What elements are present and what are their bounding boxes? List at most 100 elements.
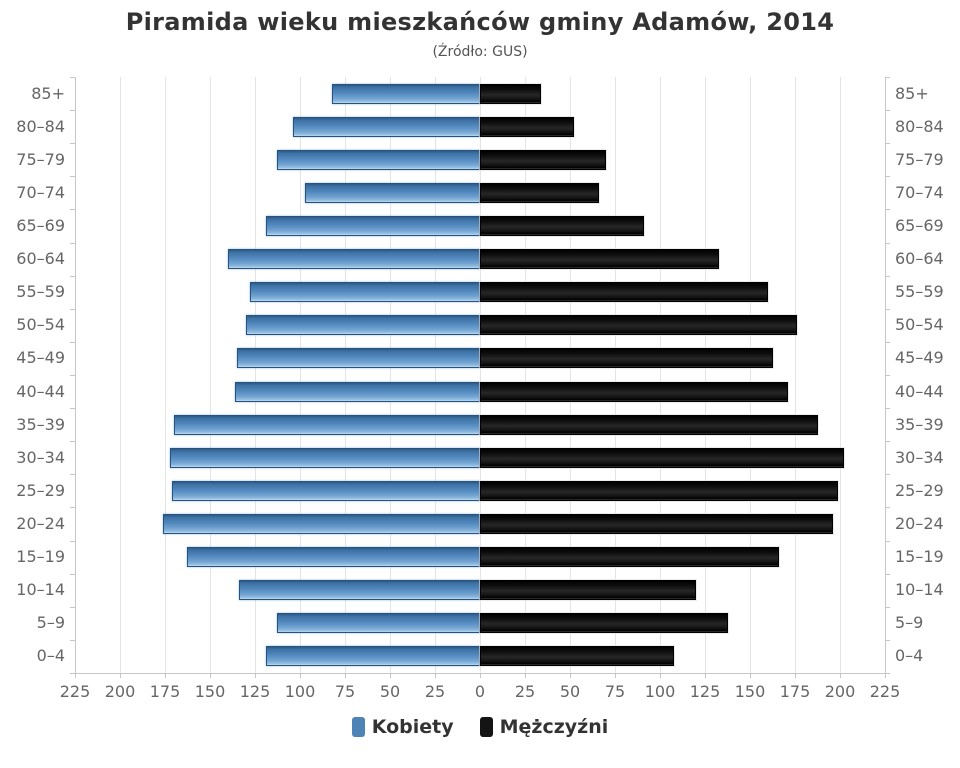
right-axis-tick (885, 110, 890, 112)
left-axis-tick (70, 176, 75, 178)
male-bar[interactable] (480, 613, 729, 634)
female-bar[interactable] (292, 116, 480, 137)
male-bar[interactable] (480, 480, 839, 501)
age-label-left: 55–59 (16, 282, 65, 302)
left-axis-tick (70, 606, 75, 608)
x-axis-label: 225 (59, 682, 91, 701)
x-axis-label: 200 (824, 682, 856, 701)
female-bar[interactable] (265, 646, 480, 667)
gridline (165, 77, 166, 673)
female-bar[interactable] (172, 480, 480, 501)
age-label-left: 45–49 (16, 348, 65, 368)
gridline (795, 77, 796, 673)
age-label-left: 70–74 (16, 182, 65, 202)
x-axis-label: 100 (644, 682, 676, 701)
female-bar[interactable] (332, 83, 480, 104)
x-axis-label: 125 (689, 682, 721, 701)
male-bar[interactable] (480, 414, 819, 435)
legend-item-kobiety[interactable]: Kobiety (351, 716, 454, 738)
female-bar[interactable] (305, 182, 480, 203)
left-axis-tick (70, 639, 75, 641)
x-axis-label: 200 (104, 682, 136, 701)
male-bar[interactable] (480, 116, 574, 137)
male-bar[interactable] (480, 83, 542, 104)
age-label-left: 0–4 (36, 646, 65, 666)
x-axis-tick (570, 673, 571, 678)
right-axis-tick (885, 639, 890, 641)
age-label-left: 65–69 (16, 216, 65, 235)
female-bar[interactable] (186, 547, 480, 568)
x-axis-label: 225 (869, 682, 901, 701)
age-label-left: 40–44 (16, 381, 65, 401)
age-label-right: 40–44 (895, 381, 944, 401)
x-axis-tick (660, 673, 661, 678)
gridline (210, 77, 211, 673)
x-axis-label: 125 (239, 682, 271, 701)
x-axis-label: 25 (514, 682, 536, 701)
female-bar[interactable] (163, 514, 480, 534)
x-axis-label: 25 (424, 682, 446, 701)
male-bar[interactable] (480, 216, 644, 236)
male-bar[interactable] (480, 646, 675, 667)
age-label-left: 25–29 (16, 480, 65, 500)
male-bar[interactable] (480, 149, 606, 170)
female-bar[interactable] (249, 282, 480, 303)
age-label-right: 50–54 (895, 315, 944, 335)
right-axis-tick (885, 606, 890, 608)
female-bar[interactable] (265, 216, 480, 236)
male-bar[interactable] (480, 182, 599, 203)
female-bar[interactable] (228, 249, 480, 270)
left-axis-tick (70, 408, 75, 410)
male-bar[interactable] (480, 514, 833, 534)
gridline (390, 77, 391, 673)
male-bar[interactable] (480, 580, 696, 601)
gridline (300, 77, 301, 673)
male-bar[interactable] (480, 547, 779, 568)
gridline (525, 77, 526, 673)
male-bar[interactable] (480, 315, 797, 336)
right-axis-tick (885, 143, 890, 145)
gridline (570, 77, 571, 673)
gridline (255, 77, 256, 673)
male-bar[interactable] (480, 282, 768, 303)
age-label-left: 85+ (31, 83, 65, 103)
right-axis-tick (885, 308, 890, 310)
right-axis-tick (885, 176, 890, 178)
age-label-right: 70–74 (895, 182, 944, 202)
right-axis-tick (885, 242, 890, 244)
left-axis-tick (70, 209, 75, 211)
age-label-left: 15–19 (16, 547, 65, 567)
age-label-left: 75–79 (16, 149, 65, 169)
legend-label-mezczyzni: Mężczyźni (499, 716, 609, 738)
x-axis-tick (255, 673, 256, 678)
female-bar[interactable] (238, 580, 480, 601)
gridline (705, 77, 706, 673)
female-bar[interactable] (276, 613, 480, 634)
x-axis-tick (210, 673, 211, 678)
right-axis-tick (885, 275, 890, 277)
female-bar[interactable] (170, 447, 480, 468)
male-bar[interactable] (480, 381, 788, 402)
male-bar[interactable] (480, 348, 774, 369)
left-axis-tick (70, 540, 75, 542)
left-axis-tick (70, 673, 75, 674)
x-axis-tick (525, 673, 526, 678)
female-bar[interactable] (237, 348, 480, 369)
right-axis-tick (885, 573, 890, 575)
female-bar[interactable] (174, 414, 480, 435)
age-label-left: 35–39 (16, 414, 65, 434)
gridline (120, 77, 121, 673)
left-axis-tick (70, 242, 75, 244)
x-axis-tick (705, 673, 706, 678)
female-bar[interactable] (276, 149, 480, 170)
age-label-left: 10–14 (16, 580, 65, 600)
age-label-right: 75–79 (895, 149, 944, 169)
female-bar[interactable] (246, 315, 480, 336)
age-label-right: 5–9 (895, 613, 924, 633)
left-axis-tick (70, 474, 75, 476)
legend-item-mezczyzni[interactable]: Mężczyźni (479, 716, 609, 738)
male-bar[interactable] (480, 249, 720, 270)
male-bar[interactable] (480, 447, 844, 468)
female-bar[interactable] (235, 381, 480, 402)
age-label-left: 5–9 (36, 613, 65, 633)
